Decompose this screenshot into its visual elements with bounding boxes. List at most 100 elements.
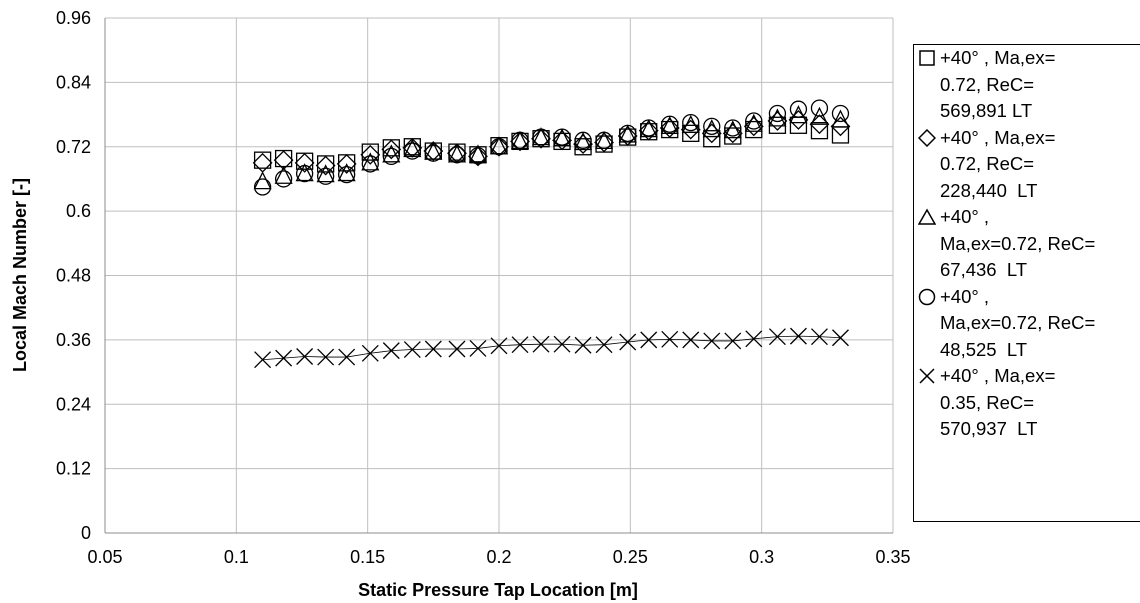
diamond-marker — [788, 110, 809, 130]
circle-marker — [661, 115, 679, 133]
y-axis-title: Local Mach Number [-] — [10, 178, 30, 372]
triangle-marker — [337, 163, 356, 182]
x-marker-stroke — [768, 328, 786, 346]
legend-label: +40° , Ma,ex= 0.72, ReC= 228,440 LT — [940, 126, 1056, 201]
x-marker-stroke — [574, 336, 592, 354]
diamond-marker — [659, 118, 680, 138]
y-tick-label: 0.84 — [56, 72, 91, 92]
x-marker-stroke — [296, 348, 314, 365]
triangle-marker — [768, 108, 787, 127]
diamond-marker — [360, 144, 381, 165]
diamond-marker — [680, 119, 701, 140]
circle-marker — [789, 100, 808, 118]
triangle-marker — [316, 164, 335, 183]
x-marker-stroke — [640, 331, 658, 349]
triangle-marker — [789, 105, 808, 124]
circle-marker — [745, 112, 763, 130]
triangle-marker — [274, 165, 293, 184]
x-axis-title: Static Pressure Tap Location [m] — [358, 580, 638, 600]
circle-marker — [619, 124, 637, 142]
square-marker — [703, 130, 721, 148]
circle-marker — [595, 131, 613, 149]
diamond-marker — [252, 152, 273, 173]
x-tick-label: 0.2 — [486, 547, 511, 567]
x-marker-stroke — [317, 348, 335, 366]
series-triangle — [253, 105, 850, 190]
x-marker-stroke — [275, 349, 293, 367]
circle-marker — [295, 164, 314, 183]
x-marker-stroke — [789, 327, 807, 345]
circle-marker — [511, 131, 529, 149]
circle-marker — [361, 155, 379, 173]
legend-entry-x: +40° , Ma,ex= 0.35, ReC= 570,937 LT — [914, 363, 1140, 443]
circle-marker — [448, 146, 466, 164]
circle-marker — [724, 119, 742, 137]
diamond-marker — [552, 130, 572, 151]
y-tick-label: 0.48 — [56, 266, 91, 286]
circle-marker — [640, 119, 658, 137]
square-marker — [789, 116, 808, 134]
legend-label: +40° , Ma,ex=0.72, ReC= 48,525 LT — [940, 285, 1096, 360]
x-marker-stroke — [703, 332, 721, 350]
triangle-marker — [361, 152, 380, 171]
diamond-marker — [381, 139, 402, 160]
y-tick-label: 0.24 — [56, 394, 91, 414]
diamond-marker — [531, 128, 551, 149]
x-marker-stroke — [448, 340, 466, 358]
grid-lines — [104, 17, 894, 534]
x-marker-stroke — [619, 333, 637, 351]
legend-label: +40° , Ma,ex= 0.72, ReC= 569,891 LT — [940, 47, 1056, 121]
square-marker — [745, 120, 763, 139]
y-tick-label: 0.36 — [56, 330, 91, 350]
circle-marker-icon — [918, 288, 936, 305]
circle-marker — [574, 131, 592, 149]
legend-entry-square: +40° , Ma,ex= 0.72, ReC= 569,891 LT — [914, 45, 1140, 125]
diamond-marker — [315, 155, 336, 176]
x-marker-stroke — [490, 337, 508, 355]
circle-marker — [424, 144, 442, 162]
diamond-marker — [273, 150, 294, 171]
triangle-marker — [403, 138, 422, 158]
series-x — [254, 327, 849, 369]
axes — [104, 18, 893, 534]
circle-marker — [403, 142, 421, 160]
triangle-marker — [831, 109, 850, 128]
legend-entry-triangle: +40° , Ma,ex=0.72, ReC= 67,436 LT — [914, 204, 1140, 284]
x-tick-label: 0.15 — [350, 547, 385, 567]
triangle-marker — [295, 163, 314, 182]
circle-marker — [382, 147, 400, 166]
diamond-marker — [510, 131, 530, 152]
x-marker-stroke — [745, 330, 763, 348]
triangle-marker — [810, 106, 829, 125]
triangle-marker — [468, 144, 488, 163]
triangle-marker — [702, 119, 721, 138]
triangle-marker — [489, 136, 509, 155]
square-marker-icon — [919, 50, 935, 66]
diamond-marker — [573, 134, 593, 154]
x-marker-stroke — [254, 351, 272, 369]
diamond-marker — [722, 123, 743, 144]
circle-marker — [274, 170, 293, 188]
square-marker — [574, 138, 592, 156]
x-marker-stroke — [661, 330, 679, 348]
legend: +40° , Ma,ex= 0.72, ReC= 569,891 LT +40°… — [913, 44, 1140, 522]
square-marker — [253, 151, 272, 169]
diamond-marker — [594, 132, 614, 153]
circle-marker — [810, 99, 829, 117]
y-tick-label: 0.12 — [56, 459, 91, 479]
triangle-marker — [447, 144, 467, 163]
circle-marker — [316, 167, 335, 185]
triangle-marker — [744, 113, 763, 132]
circle-marker — [532, 128, 550, 146]
legend-entry-circle: +40° , Ma,ex=0.72, ReC= 48,525 LT — [914, 284, 1140, 364]
circle-marker — [682, 113, 700, 132]
triangle-marker — [574, 132, 593, 151]
x-marker-stroke — [595, 336, 613, 354]
y-tick-label: 0.96 — [56, 8, 91, 28]
circle-marker — [768, 104, 787, 123]
diamond-marker — [617, 126, 638, 146]
square-marker — [682, 124, 700, 142]
triangle-marker — [424, 141, 443, 160]
x-marker-stroke — [338, 348, 356, 366]
tick-labels: 0 0.12 0.24 0.36 0.48 0.6 0.72 0.84 0.96 0.05 0.1 0… — [56, 8, 911, 567]
